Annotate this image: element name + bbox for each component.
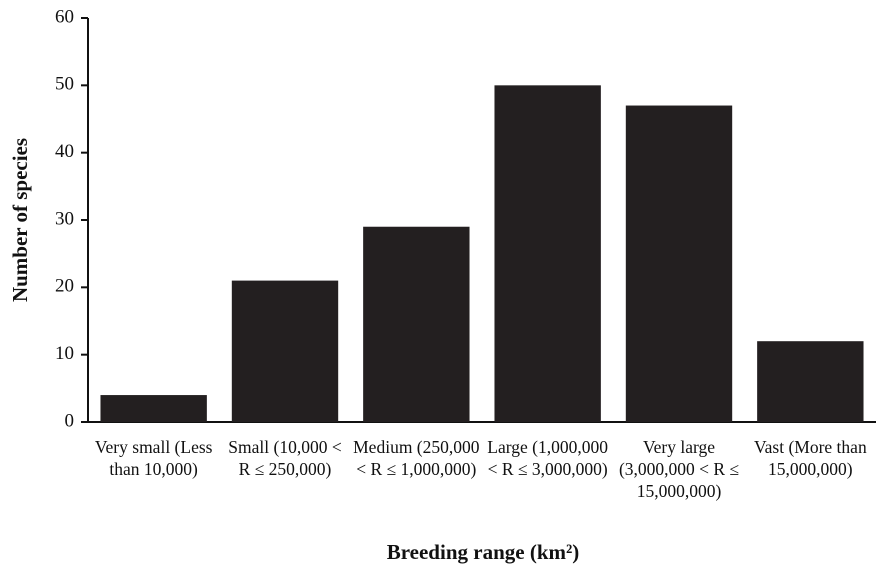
y-tick-label: 30 — [55, 208, 74, 229]
x-tick-label: Very small (Less than 10,000) — [94, 437, 213, 479]
y-tick-label: 50 — [55, 74, 74, 95]
x-tick-label: Medium (250,000 < R ≤ 1,000,000) — [353, 437, 480, 479]
bar — [231, 280, 339, 422]
bar — [363, 226, 470, 422]
x-tick-label: Very large (3,000,000 < R ≤ 15,000,000) — [618, 437, 740, 501]
x-tick-label: Vast (More than 15,000,000) — [753, 437, 867, 479]
y-tick-label: 40 — [55, 141, 74, 162]
y-tick-label: 60 — [55, 6, 74, 27]
x-tick-label: Small (10,000 < R ≤ 250,000) — [228, 437, 342, 479]
y-tick-label: 0 — [65, 410, 75, 431]
bar — [494, 85, 601, 422]
y-tick-label: 20 — [55, 276, 74, 297]
y-tick-label: 10 — [55, 343, 74, 364]
bar — [625, 105, 733, 423]
y-axis-label: Number of species — [8, 138, 32, 302]
bar — [757, 341, 864, 422]
bar — [100, 395, 207, 422]
x-axis-label: Breeding range (km²) — [386, 540, 580, 564]
x-tick-label: Large (1,000,000 < R ≤ 3,000,000) — [487, 437, 608, 479]
